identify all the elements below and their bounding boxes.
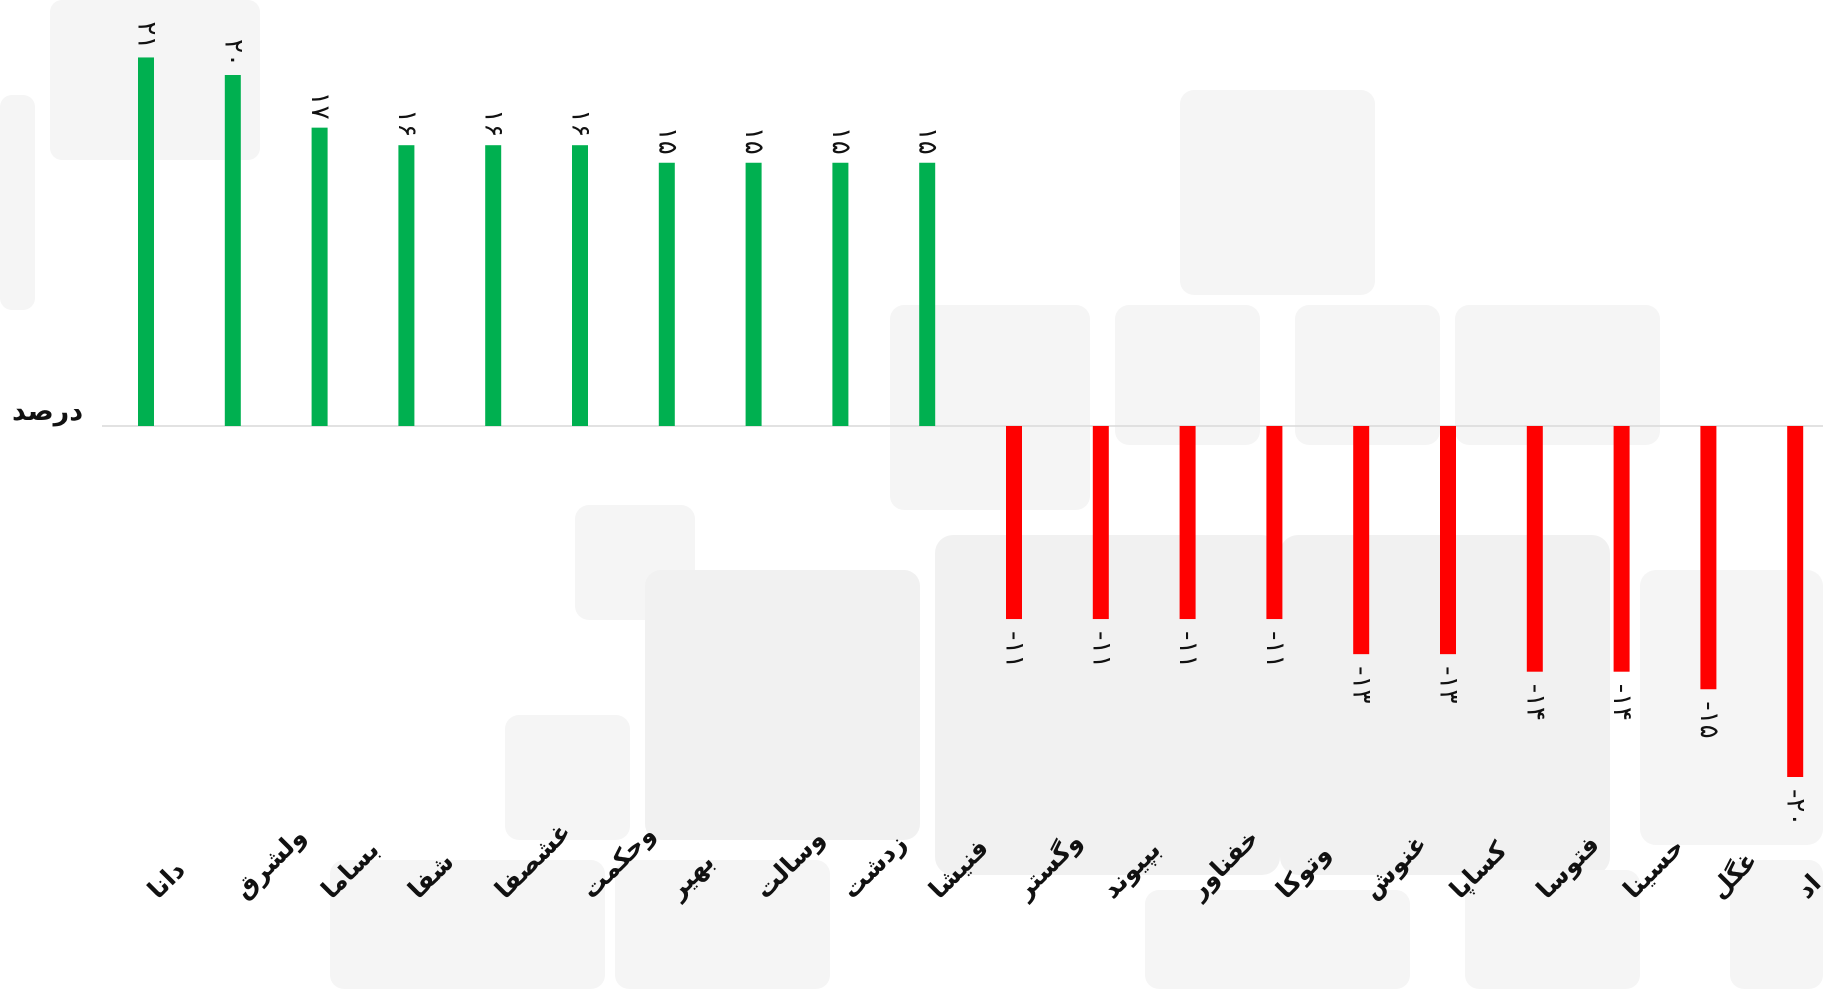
- value-label-12: -۱۱: [1086, 631, 1116, 668]
- bar-8: [745, 162, 762, 426]
- value-label-1: ۲۱: [132, 22, 162, 50]
- y-axis-label: درصد: [12, 396, 83, 427]
- value-label-4: ۱۶: [392, 109, 422, 137]
- bar-6: [572, 145, 588, 426]
- bars: [138, 57, 1804, 777]
- bar-19: [1700, 426, 1717, 690]
- value-label-11: -۱۱: [1000, 631, 1030, 668]
- value-label-18: -۱۴: [1607, 684, 1637, 721]
- value-label-8: ۱۵: [739, 127, 769, 155]
- bar-14: [1266, 426, 1283, 620]
- bar-9: [832, 162, 849, 426]
- bar-5: [485, 145, 502, 426]
- value-label-6: ۱۶: [566, 109, 596, 137]
- value-label-20: -۲۰: [1781, 789, 1811, 826]
- value-labels: ۲۱ ۲۰ ۱۷ ۱۶ ۱۶ ۱۶ ۱۵ ۱۵ ۱۵ ۱۵ -۱۱ -۱۱ -۱۱ -۱۱ -۱۳ -۱۳ -۱…: [132, 22, 1811, 827]
- bar-1: [138, 57, 154, 426]
- value-label-2: ۲۰: [218, 39, 248, 67]
- value-label-16: -۱۳: [1434, 666, 1464, 703]
- bar-13: [1179, 426, 1196, 620]
- bar-11: [1006, 426, 1022, 620]
- value-label-14: -۱۱: [1260, 631, 1290, 668]
- bar-20: [1787, 426, 1804, 777]
- value-label-9: ۱۵: [826, 127, 856, 155]
- category-label-1: دانا: [142, 855, 191, 904]
- value-label-7: ۱۵: [652, 127, 682, 155]
- value-label-15: -۱۳: [1347, 666, 1377, 703]
- bar-2: [224, 75, 241, 426]
- value-label-3: ۱۷: [305, 92, 335, 120]
- bar-16: [1440, 426, 1456, 655]
- bar-18: [1613, 426, 1630, 672]
- bar-4: [398, 145, 415, 426]
- value-label-5: ۱۶: [479, 109, 509, 137]
- value-label-19: -۱۵: [1694, 701, 1724, 738]
- value-label-13: -۱۱: [1173, 631, 1203, 668]
- bar-3: [311, 127, 328, 427]
- bar-15: [1353, 426, 1370, 655]
- bar-12: [1092, 426, 1109, 620]
- value-label-10: ۱۵: [913, 127, 943, 155]
- bar-7: [658, 162, 675, 426]
- bar-17: [1526, 426, 1543, 672]
- value-label-17: -۱۴: [1520, 684, 1550, 721]
- category-label-2: ولشرق: [229, 821, 313, 905]
- bar-10: [919, 162, 936, 426]
